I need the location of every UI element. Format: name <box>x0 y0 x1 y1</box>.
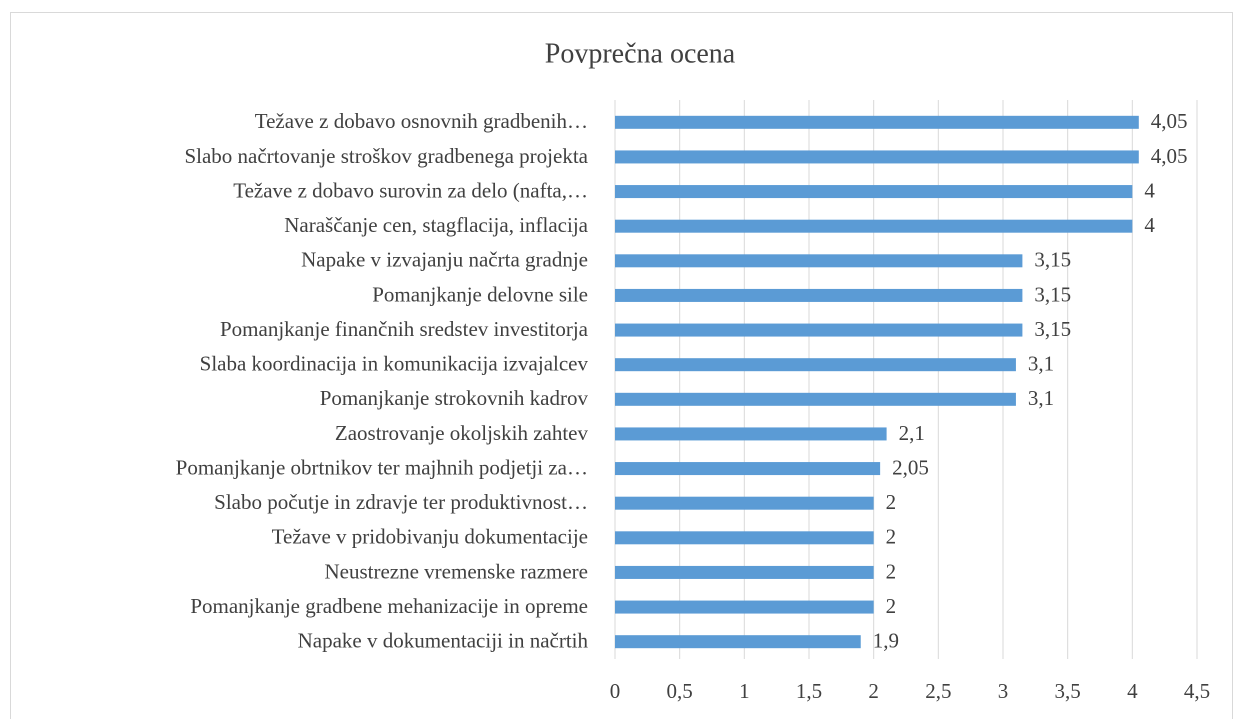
bar <box>615 392 1016 406</box>
data-label: 2 <box>886 525 897 549</box>
y-tick-label: Pomanjkanje strokovnih kadrov <box>320 386 589 410</box>
bar <box>615 323 1023 337</box>
data-label: 2,1 <box>899 421 925 445</box>
data-label: 1,9 <box>873 629 899 653</box>
y-tick-label: Težave v pridobivanju dokumentacije <box>272 525 588 549</box>
data-label: 3,15 <box>1034 248 1071 272</box>
y-tick-label: Slabo načrtovanje stroškov gradbenega pr… <box>184 144 588 168</box>
bar <box>615 531 874 545</box>
y-tick-label: Zaostrovanje okoljskih zahtev <box>335 421 589 445</box>
bar <box>615 358 1016 372</box>
x-tick-label: 0,5 <box>667 679 693 703</box>
x-tick-label: 4 <box>1127 679 1138 703</box>
data-label: 2 <box>886 594 897 618</box>
bar <box>615 115 1139 129</box>
data-label: 4,05 <box>1151 144 1188 168</box>
data-label: 3,1 <box>1028 386 1054 410</box>
y-tick-label: Pomanjkanje gradbene mehanizacije in opr… <box>190 594 588 618</box>
data-label: 3,15 <box>1034 317 1071 341</box>
bar <box>615 635 861 649</box>
x-tick-label: 3 <box>998 679 1009 703</box>
bar <box>615 496 874 510</box>
bar <box>615 254 1023 268</box>
chart-border <box>10 12 1233 719</box>
bar <box>615 185 1133 199</box>
bar <box>615 288 1023 302</box>
y-tick-label: Pomanjkanje delovne sile <box>372 282 588 306</box>
data-label: 2,05 <box>892 455 929 479</box>
data-label: 4,05 <box>1151 109 1188 133</box>
bar <box>615 600 874 614</box>
bar <box>615 219 1133 233</box>
y-tick-label: Napake v dokumentaciji in načrtih <box>298 629 589 653</box>
x-tick-label: 0 <box>610 679 621 703</box>
chart-title: Povprečna ocena <box>545 38 736 69</box>
y-tick-label: Težave z dobavo surovin za delo (nafta,… <box>233 178 588 202</box>
bar <box>615 150 1139 164</box>
x-tick-label: 3,5 <box>1055 679 1081 703</box>
y-tick-label: Naraščanje cen, stagflacija, inflacija <box>284 213 588 237</box>
bar <box>615 462 881 476</box>
data-label: 4 <box>1144 213 1155 237</box>
data-label: 3,1 <box>1028 352 1054 376</box>
y-tick-label: Napake v izvajanju načrta gradnje <box>301 248 588 272</box>
data-label: 4 <box>1144 178 1155 202</box>
y-tick-label: Slabo počutje in zdravje ter produktivno… <box>214 490 588 514</box>
x-tick-label: 2 <box>868 679 879 703</box>
x-tick-label: 2,5 <box>925 679 951 703</box>
y-tick-label: Neustrezne vremenske razmere <box>324 559 588 583</box>
y-tick-label: Pomanjkanje obrtnikov ter majhnih podjet… <box>176 455 588 479</box>
bar <box>615 427 887 441</box>
y-tick-label: Pomanjkanje finančnih sredstev investito… <box>220 317 589 341</box>
bar <box>615 565 874 579</box>
y-tick-label: Slaba koordinacija in komunikacija izvaj… <box>200 352 589 376</box>
data-label: 2 <box>886 490 897 514</box>
data-label: 2 <box>886 559 897 583</box>
x-tick-label: 4,5 <box>1184 679 1210 703</box>
data-label: 3,15 <box>1034 282 1071 306</box>
x-tick-label: 1,5 <box>796 679 822 703</box>
y-tick-label: Težave z dobavo osnovnih gradbenih… <box>255 109 588 133</box>
x-tick-label: 1 <box>739 679 750 703</box>
